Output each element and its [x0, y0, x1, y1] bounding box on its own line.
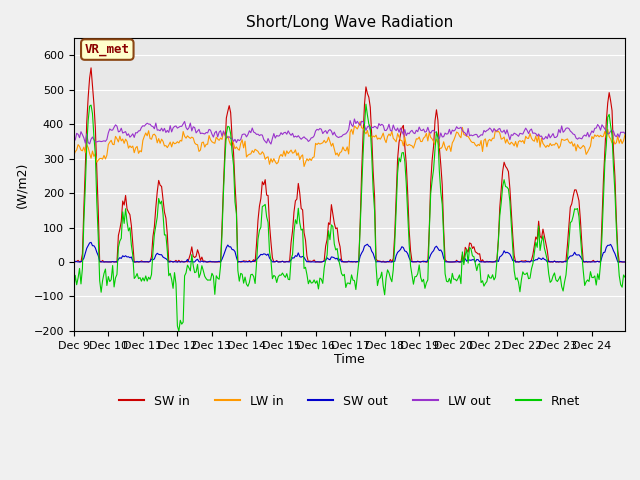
LW out — [70, 136, 77, 142]
Line: Rnet: Rnet — [74, 104, 625, 331]
SW out — [355, 259, 363, 265]
SW in — [620, 259, 627, 265]
Line: LW out: LW out — [74, 119, 625, 144]
LW out — [356, 122, 364, 128]
LW out — [351, 116, 358, 122]
LW in — [356, 119, 364, 124]
Legend: SW in, LW in, SW out, LW out, Rnet: SW in, LW in, SW out, LW out, Rnet — [114, 390, 585, 413]
Rnet — [548, 278, 556, 284]
SW in — [548, 259, 556, 265]
SW out — [464, 257, 472, 263]
SW out — [547, 259, 554, 264]
Rnet — [620, 272, 627, 278]
LW out — [267, 141, 275, 147]
LW in — [355, 123, 363, 129]
LW in — [621, 132, 629, 137]
Rnet — [70, 287, 77, 292]
SW in — [109, 259, 116, 264]
LW out — [106, 126, 113, 132]
SW out — [618, 259, 626, 265]
Rnet — [621, 275, 629, 280]
SW out — [90, 243, 98, 249]
LW out — [548, 133, 556, 139]
SW in — [72, 259, 79, 265]
SW out — [108, 259, 115, 265]
SW in — [70, 259, 77, 264]
SW out — [621, 259, 629, 265]
LW in — [466, 136, 474, 142]
Rnet — [175, 328, 182, 334]
Rnet — [362, 101, 370, 107]
Rnet — [355, 260, 363, 265]
Rnet — [466, 244, 474, 250]
SW in — [356, 219, 364, 225]
LW in — [548, 143, 556, 148]
Text: VR_met: VR_met — [85, 43, 130, 56]
Rnet — [106, 279, 113, 285]
LW out — [621, 131, 629, 136]
SW out — [70, 259, 77, 265]
SW in — [87, 65, 95, 71]
LW out — [620, 129, 627, 135]
LW in — [106, 139, 113, 145]
SW out — [87, 240, 95, 245]
LW out — [466, 133, 474, 139]
SW in — [466, 240, 474, 246]
SW in — [92, 126, 99, 132]
Y-axis label: (W/m2): (W/m2) — [15, 161, 28, 208]
X-axis label: Time: Time — [334, 353, 365, 366]
LW in — [300, 164, 308, 169]
Rnet — [89, 111, 97, 117]
LW in — [89, 148, 97, 154]
Title: Short/Long Wave Radiation: Short/Long Wave Radiation — [246, 15, 453, 30]
Line: LW in: LW in — [74, 121, 625, 167]
Line: SW out: SW out — [74, 242, 625, 262]
LW in — [620, 138, 627, 144]
SW in — [621, 259, 629, 265]
LW out — [89, 134, 97, 140]
LW in — [70, 153, 77, 158]
Line: SW in: SW in — [74, 68, 625, 262]
